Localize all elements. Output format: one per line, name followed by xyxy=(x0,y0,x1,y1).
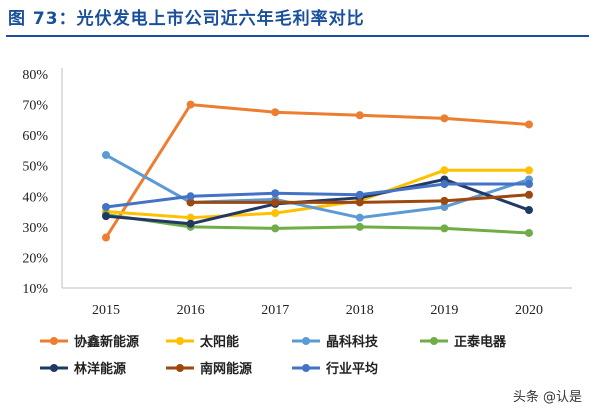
series-7-point xyxy=(525,180,533,189)
series-6-point xyxy=(525,190,533,199)
legend-label: 协鑫新能源 xyxy=(74,334,139,350)
y-tick-label: 10% xyxy=(22,282,48,297)
legend-swatch-marker xyxy=(176,364,184,372)
series-1-point xyxy=(355,111,364,120)
y-tick-label: 70% xyxy=(22,99,48,114)
legend-swatch-marker xyxy=(50,337,58,345)
legend-swatch-marker xyxy=(302,337,310,345)
legend-label: 太阳能 xyxy=(199,334,239,350)
figure-title: 图 73：光伏发电上市公司近六年毛利率对比 xyxy=(8,9,365,29)
series-7-point xyxy=(271,189,280,198)
y-tick-label: 80% xyxy=(22,68,48,83)
x-tick-label: 2017 xyxy=(261,303,289,318)
series-line-1 xyxy=(104,103,531,240)
series-3-point xyxy=(102,151,110,160)
series-6-point xyxy=(271,198,280,207)
x-tick-label: 2015 xyxy=(92,303,120,318)
series-4-point xyxy=(355,222,364,231)
title-rule xyxy=(6,35,589,37)
series-2-point xyxy=(271,209,280,218)
series-5-point xyxy=(525,206,533,215)
x-tick-label: 2016 xyxy=(177,303,205,318)
y-tick-label: 40% xyxy=(22,190,48,205)
series-1-point xyxy=(440,114,449,123)
legend-swatch-marker xyxy=(50,364,58,372)
legend-label: 南网能源 xyxy=(200,361,252,377)
legend-label: 正泰电器 xyxy=(454,334,507,350)
series-7-point xyxy=(102,202,110,211)
y-tick-label: 30% xyxy=(22,221,48,236)
series-2-point xyxy=(186,213,195,222)
series-7-point xyxy=(355,190,364,199)
series-line-3 xyxy=(104,153,531,220)
series-line-7 xyxy=(104,182,531,209)
y-tick-label: 50% xyxy=(22,160,48,175)
series-3-point xyxy=(355,213,364,222)
legend-label: 晶科科技 xyxy=(326,334,379,350)
x-tick-label: 2018 xyxy=(346,303,374,318)
series-7-point xyxy=(186,192,195,201)
series-6-point xyxy=(186,198,195,207)
series-3-point xyxy=(440,202,449,211)
watermark: 头条 @认是 xyxy=(509,385,585,406)
series-4-point xyxy=(440,224,449,233)
series-1-point xyxy=(525,120,533,129)
series-4-point xyxy=(271,224,280,233)
series-6-point xyxy=(355,198,364,207)
series-7-point xyxy=(440,180,449,189)
legend-swatch-marker xyxy=(176,337,184,345)
series-1-point xyxy=(102,233,110,242)
legend-label: 行业平均 xyxy=(325,361,378,377)
series-4-point xyxy=(525,228,533,237)
series-line-4 xyxy=(104,213,531,235)
y-tick-label: 20% xyxy=(22,251,48,266)
legend-swatch-marker xyxy=(302,364,310,372)
series-2-point xyxy=(440,166,449,175)
series-6-point xyxy=(440,196,449,205)
series-5-point xyxy=(186,219,195,228)
x-tick-label: 2020 xyxy=(515,303,543,318)
series-5-point xyxy=(102,212,110,221)
legend-swatch-marker xyxy=(430,337,438,345)
legend-label: 林洋能源 xyxy=(74,361,126,377)
series-1-point xyxy=(271,108,280,117)
series-1-point xyxy=(186,100,195,109)
y-tick-label: 60% xyxy=(22,129,48,144)
x-tick-label: 2019 xyxy=(430,303,458,318)
series-2-point xyxy=(525,166,533,175)
